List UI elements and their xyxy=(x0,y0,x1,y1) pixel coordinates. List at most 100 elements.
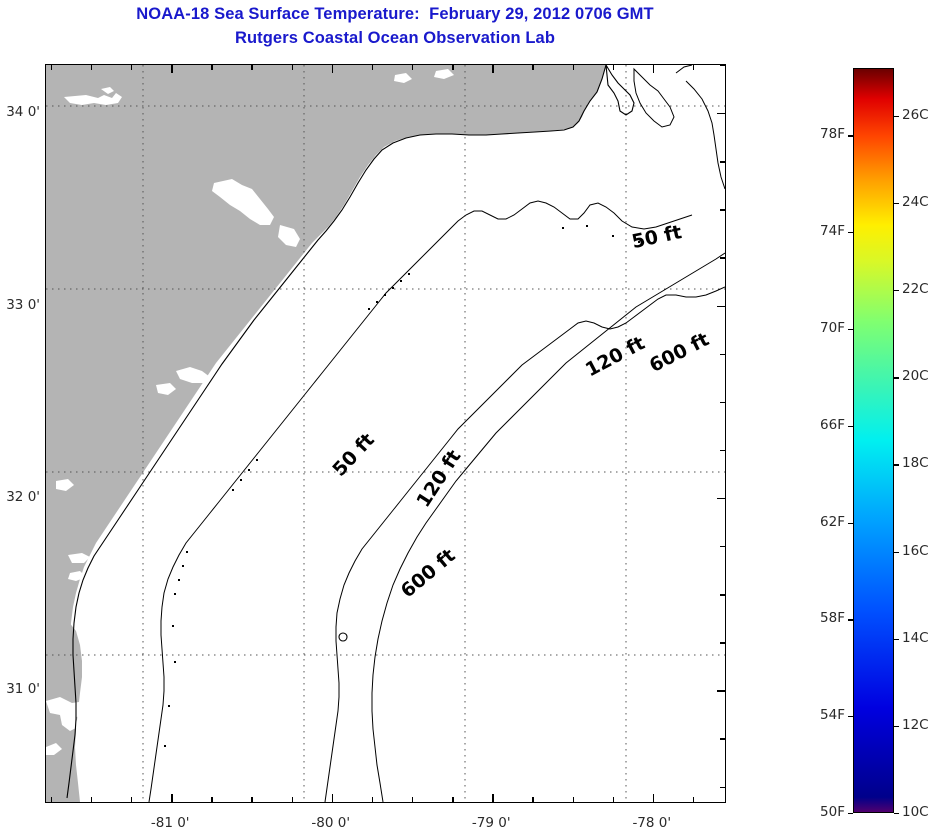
colorbar-label-celsius: 12C xyxy=(902,716,929,733)
y-tick-major-right xyxy=(717,113,725,115)
contour-600ft xyxy=(371,252,725,802)
coastline-outer-banks xyxy=(675,65,725,190)
x-tick-minor xyxy=(131,797,133,802)
x-tick-major xyxy=(171,794,173,802)
colorbar-label-fahrenheit: 62F xyxy=(820,513,845,530)
x-tick-minor xyxy=(452,797,454,802)
x-tick-minor-top xyxy=(211,65,213,70)
colorbar-tick-celsius xyxy=(894,203,899,205)
x-tick-minor xyxy=(50,797,53,802)
y-tick-minor-right xyxy=(720,786,725,788)
y-tick-minor xyxy=(45,161,46,162)
x-tick-minor xyxy=(612,797,615,802)
x-tick-minor xyxy=(692,797,695,802)
colorbar-tick-celsius xyxy=(894,725,899,728)
y-tick-minor-right xyxy=(720,449,725,452)
small-island xyxy=(338,632,348,642)
y-axis-label: 33 0' xyxy=(6,296,40,313)
coastline-cape-detail xyxy=(605,65,635,116)
y-tick-minor-right xyxy=(720,161,725,163)
coastline xyxy=(66,65,607,799)
colorbar-tick-fahrenheit xyxy=(848,328,853,331)
x-tick-minor-top xyxy=(131,65,133,70)
colorbar-label-fahrenheit: 74F xyxy=(820,223,845,240)
colorbar-tick-fahrenheit xyxy=(848,619,853,621)
y-tick-minor xyxy=(45,354,46,355)
y-tick-minor-right xyxy=(720,353,725,356)
colorbar-tick-celsius xyxy=(894,551,899,553)
y-tick-minor-right xyxy=(720,546,725,548)
y-tick-major-right xyxy=(717,497,725,500)
colorbar-label-celsius: 10C xyxy=(902,804,929,820)
colorbar-label-fahrenheit: 50F xyxy=(820,804,845,820)
x-tick-minor xyxy=(532,797,534,802)
x-tick-minor-top xyxy=(411,65,414,70)
y-tick-minor xyxy=(45,738,46,739)
x-tick-minor-top xyxy=(50,65,53,70)
y-tick-minor xyxy=(45,65,46,66)
x-tick-minor xyxy=(90,797,93,802)
colorbar-label-celsius: 20C xyxy=(902,368,929,385)
x-tick-minor-top xyxy=(90,65,93,70)
x-tick-minor xyxy=(411,797,414,802)
y-axis-label: 32 0' xyxy=(6,488,40,505)
colorbar-label-celsius: 14C xyxy=(902,629,929,646)
x-axis-label: -81 0' xyxy=(150,815,190,831)
x-axis-label: -78 0' xyxy=(632,815,672,831)
x-tick-minor-top xyxy=(452,65,454,70)
y-axis-label: 34 0' xyxy=(6,104,40,121)
x-tick-minor-top xyxy=(251,65,253,70)
colorbar-tick-fahrenheit xyxy=(848,716,853,718)
x-tick-major xyxy=(652,794,655,802)
colorbar-label-celsius: 18C xyxy=(902,455,929,472)
y-tick-major xyxy=(45,498,46,499)
x-axis-label: -79 0' xyxy=(471,815,511,831)
y-axis-label: 31 0' xyxy=(6,681,40,698)
colorbar-tick-celsius xyxy=(894,290,899,292)
x-tick-minor xyxy=(211,797,213,802)
y-tick-minor xyxy=(45,209,46,210)
y-tick-minor-right xyxy=(720,642,725,644)
sst-map-plot[interactable]: 50 ft 50 ft 120 ft 120 ft 600 ft 600 ft xyxy=(45,64,726,803)
colorbar-tick-fahrenheit xyxy=(848,232,853,234)
y-tick-minor xyxy=(45,257,46,258)
x-tick-minor xyxy=(251,797,253,802)
y-tick-major xyxy=(45,113,46,114)
y-tick-minor xyxy=(45,642,46,643)
temperature-colorbar[interactable]: 26C 24C 22C 20C 18C 16C 14C 12C 10C 78F 74F 70F 66F 6… xyxy=(820,68,929,820)
contour-120ft xyxy=(324,286,725,802)
colorbar-tick-celsius xyxy=(894,464,899,466)
colorbar-label-fahrenheit: 54F xyxy=(820,707,845,724)
x-tick-major-top xyxy=(171,65,173,73)
page-title: NOAA-18 Sea Surface Temperature: Februar… xyxy=(136,5,654,23)
colorbar-tick-celsius xyxy=(894,377,899,379)
colorbar-gradient xyxy=(853,68,894,813)
x-tick-major xyxy=(331,794,334,802)
y-tick-minor-right xyxy=(720,401,725,404)
x-tick-minor-top xyxy=(371,65,374,70)
colorbar-label-fahrenheit: 70F xyxy=(820,319,845,336)
y-tick-minor xyxy=(45,546,46,547)
y-tick-major-right xyxy=(717,305,725,307)
colorbar-label-celsius: 24C xyxy=(902,194,929,211)
y-tick-minor-right xyxy=(720,594,725,596)
y-tick-minor-right xyxy=(720,209,725,211)
land-mask xyxy=(46,65,606,802)
colorbar-tick-celsius xyxy=(894,638,899,641)
colorbar-label-fahrenheit: 66F xyxy=(820,416,845,433)
x-tick-minor-top xyxy=(612,65,615,70)
y-tick-minor xyxy=(45,450,46,451)
colorbar-tick-fahrenheit xyxy=(848,135,853,137)
x-tick-minor xyxy=(371,797,374,802)
colorbar-tick-fahrenheit xyxy=(848,522,853,524)
colorbar-label-celsius: 26C xyxy=(902,106,929,123)
x-tick-major-top xyxy=(492,65,494,73)
colorbar-tick-fahrenheit xyxy=(848,425,853,428)
y-tick-minor-right xyxy=(720,738,725,740)
x-tick-major-top xyxy=(652,65,655,73)
colorbar-tick-celsius xyxy=(894,813,899,815)
coastline-ne-branch xyxy=(633,67,675,128)
y-tick-major-right xyxy=(717,690,725,692)
contour-50ft xyxy=(148,200,693,802)
